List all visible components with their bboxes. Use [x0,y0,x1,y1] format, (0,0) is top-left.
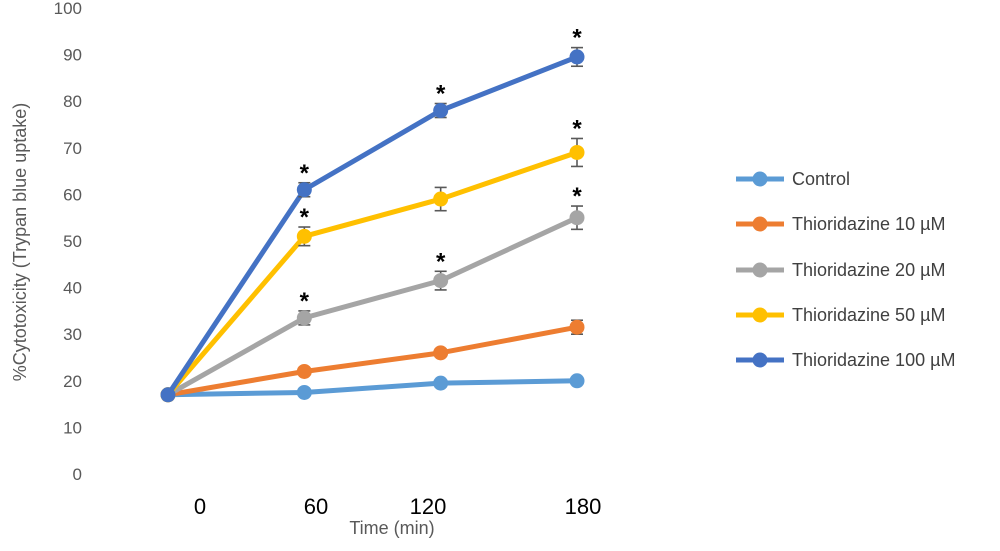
series-layer: ******** [160,25,585,403]
y-tick-label: 60 [63,185,82,204]
legend-swatch-marker [752,307,768,323]
significance-marker: * [572,115,582,142]
series-group: *** [160,25,585,403]
series-group: ** [160,115,585,403]
x-tick-label: 0 [194,494,206,519]
legend-label: Thioridazine 50 µM [792,305,945,325]
legend-label: Thioridazine 20 µM [792,260,945,280]
y-tick-label: 30 [63,325,82,344]
legend-item: Control [736,169,850,189]
data-point [296,228,312,244]
legend-item: Thioridazine 20 µM [736,260,945,280]
y-tick-label: 20 [63,372,82,391]
legend-label: Thioridazine 10 µM [792,214,945,234]
y-tick-label: 90 [63,46,82,65]
y-tick-label: 80 [63,92,82,111]
x-axis-ticks: 0 60 120 180 [194,494,601,519]
legend-swatch-marker [752,352,768,368]
data-point [433,375,449,391]
data-point [569,49,585,65]
y-tick-label: 10 [63,418,82,437]
data-point [569,373,585,389]
data-point [433,191,449,207]
x-tick-label: 60 [304,494,328,519]
data-point [296,182,312,198]
data-point [296,363,312,379]
y-axis-title: %Cytotoxicity (Trypan blue uptake) [10,103,30,381]
y-tick-label: 100 [54,0,82,18]
y-tick-label: 70 [63,139,82,158]
significance-marker: * [300,204,310,231]
significance-marker: * [572,25,582,52]
legend-label: Control [792,169,850,189]
y-tick-label: 50 [63,232,82,251]
data-point [569,319,585,335]
data-point [569,144,585,160]
data-point [433,345,449,361]
data-point [160,387,176,403]
series-line [165,215,580,398]
legend-item: Thioridazine 10 µM [736,214,945,234]
legend-item: Thioridazine 50 µM [736,305,945,325]
y-tick-label: 0 [73,465,82,484]
legend-swatch-marker [752,216,768,232]
legend: Control Thioridazine 10 µM Thioridazine 20… [736,169,955,370]
x-axis-title: Time (min) [349,518,434,538]
x-tick-label: 180 [565,494,602,519]
data-point [569,210,585,226]
significance-marker: * [436,248,446,275]
legend-item: Thioridazine 100 µM [736,350,955,370]
legend-swatch-marker [752,171,768,187]
data-point [433,103,449,119]
legend-swatch-marker [752,262,768,278]
series-line [165,54,580,398]
legend-label: Thioridazine 100 µM [792,350,955,370]
significance-marker: * [300,288,310,315]
significance-marker: * [436,81,446,108]
significance-marker: * [572,183,582,210]
series-line [165,149,580,398]
data-point [296,310,312,326]
y-axis-ticks: 0 10 20 30 40 50 60 70 80 90 100 [54,0,82,484]
series-line [165,324,580,398]
data-point [296,384,312,400]
data-point [433,273,449,289]
y-tick-label: 40 [63,279,82,298]
x-tick-label: 120 [410,494,447,519]
significance-marker: * [300,160,310,187]
series-line [165,378,580,398]
series-group [160,373,585,403]
